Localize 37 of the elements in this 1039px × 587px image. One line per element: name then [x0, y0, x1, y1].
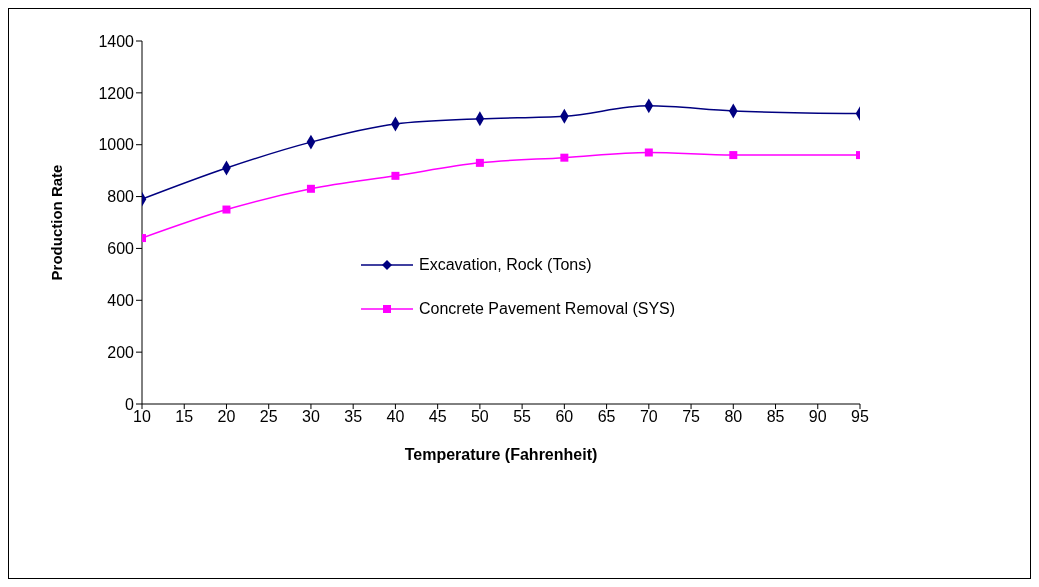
- legend-label: Excavation, Rock (Tons): [419, 256, 592, 274]
- point: [644, 148, 653, 157]
- x-tick-label: 50: [470, 408, 489, 426]
- x-tick-label: 15: [175, 408, 194, 426]
- x-tick-label: 30: [302, 408, 320, 426]
- x-tick-label: 85: [766, 408, 785, 426]
- y-tick-label: 1400: [98, 32, 135, 50]
- legend-label: Concrete Pavement Removal (SYS): [419, 300, 676, 318]
- point: [391, 171, 400, 180]
- y-tick-label: 1000: [98, 136, 135, 154]
- x-tick-label: 20: [217, 408, 236, 426]
- y-tick-label: 1200: [98, 84, 135, 102]
- x-tick-label: 35: [344, 408, 363, 426]
- x-tick-label: 70: [639, 408, 658, 426]
- x-tick-label: 25: [259, 408, 278, 426]
- y-tick-label: 800: [107, 188, 135, 206]
- y-axis-title: Production Rate: [48, 164, 66, 281]
- x-tick-label: 90: [808, 408, 827, 426]
- x-tick-label: 65: [597, 408, 616, 426]
- x-axis-title: Temperature (Fahrenheit): [404, 446, 598, 463]
- x-tick-label: 60: [555, 408, 574, 426]
- y-tick-label: 0: [125, 395, 135, 413]
- x-tick-label: 75: [682, 408, 701, 426]
- y-tick-label: 200: [107, 343, 135, 361]
- point: [306, 184, 315, 193]
- x-tick-label: 55: [513, 408, 532, 426]
- x-tick-label: 10: [133, 408, 151, 426]
- point: [729, 151, 738, 160]
- x-tick-label: 40: [386, 408, 405, 426]
- point: [560, 153, 569, 162]
- x-tick-label: 45: [428, 408, 447, 426]
- point: [475, 158, 484, 167]
- y-tick-label: 400: [107, 291, 135, 309]
- y-tick-label: 600: [107, 240, 135, 258]
- x-tick-label: 95: [851, 408, 869, 426]
- point: [222, 205, 231, 214]
- x-tick-label: 80: [724, 408, 743, 426]
